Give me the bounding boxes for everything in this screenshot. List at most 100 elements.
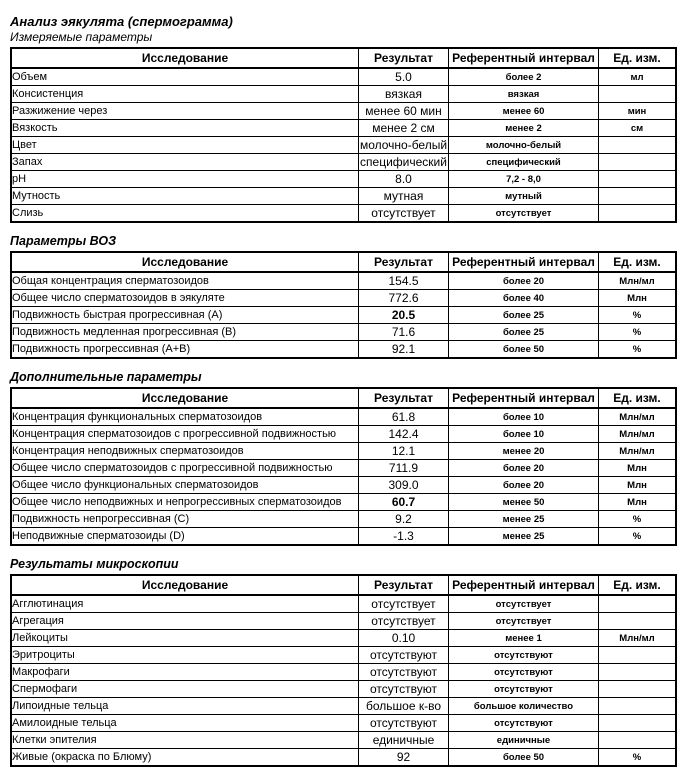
test-name: Лейкоциты	[10, 629, 359, 647]
table-row: Агглютинация отсутствует отсутствует	[10, 594, 677, 613]
test-name: Клетки эпителия	[10, 731, 359, 749]
table-row: Подвижность прогрессивная (A+B) 92.1 бол…	[10, 340, 677, 359]
table-row: Живые (окраска по Блюму) 92 более 50 %	[10, 748, 677, 767]
table-row: Мутность мутная мутный	[10, 187, 677, 205]
test-name: Макрофаги	[10, 663, 359, 681]
column-header-test: Исследование	[10, 387, 359, 409]
test-result: 711.9	[358, 459, 449, 477]
column-header-result: Результат	[358, 47, 449, 69]
table-row: Запах специфический специфический	[10, 153, 677, 171]
test-name: Эритроциты	[10, 646, 359, 664]
test-result: отсутствуют	[358, 680, 449, 698]
table-row: Концентрация функциональных сперматозоид…	[10, 407, 677, 426]
test-reference: более 2	[448, 67, 599, 86]
table-body: Концентрация функциональных сперматозоид…	[10, 407, 677, 546]
test-unit	[598, 594, 677, 613]
test-reference: более 20	[448, 476, 599, 494]
report-section: Результаты микроскопии Исследование Резу…	[10, 557, 693, 767]
test-unit	[598, 697, 677, 715]
test-result: 8.0	[358, 170, 449, 188]
test-result: менее 60 мин	[358, 102, 449, 120]
table-row: Консистенция вязкая вязкая	[10, 85, 677, 103]
table-row: Общая концентрация сперматозоидов 154.5 …	[10, 271, 677, 290]
table-body: Агглютинация отсутствует отсутствует Агр…	[10, 594, 677, 767]
test-name: Живые (окраска по Блюму)	[10, 748, 359, 767]
test-reference: мутный	[448, 187, 599, 205]
column-header-result: Результат	[358, 574, 449, 596]
test-unit: Млн	[598, 476, 677, 494]
results-table: Исследование Результат Референтный интер…	[10, 574, 677, 767]
test-reference: большое количество	[448, 697, 599, 715]
test-unit: Млн/мл	[598, 271, 677, 290]
test-reference: отсутствуют	[448, 646, 599, 664]
test-name: Агрегация	[10, 612, 359, 630]
test-name: Общее число функциональных сперматозоидо…	[10, 476, 359, 494]
table-row: Вязкость менее 2 см менее 2 см	[10, 119, 677, 137]
test-name: Подвижность быстрая прогрессивная (A)	[10, 306, 359, 324]
test-reference: более 25	[448, 306, 599, 324]
test-result: 142.4	[358, 425, 449, 443]
test-unit: см	[598, 119, 677, 137]
test-reference: более 20	[448, 271, 599, 290]
test-name: Общее число неподвижных и непрогрессивны…	[10, 493, 359, 511]
test-unit: %	[598, 323, 677, 341]
column-header-unit: Ед. изм.	[598, 47, 677, 69]
test-name: Спермофаги	[10, 680, 359, 698]
test-reference: молочно-белый	[448, 136, 599, 154]
test-result: 0.10	[358, 629, 449, 647]
test-result: 154.5	[358, 271, 449, 290]
column-header-reference: Референтный интервал	[448, 47, 599, 69]
test-result: 61.8	[358, 407, 449, 426]
results-table: Исследование Результат Референтный интер…	[10, 387, 677, 546]
document-title: Анализ эякулята (спермограмма)	[10, 14, 233, 29]
test-unit	[598, 714, 677, 732]
table-row: Макрофаги отсутствуют отсутствуют	[10, 663, 677, 681]
table-header-row: Исследование Результат Референтный интер…	[10, 251, 677, 273]
test-result: вязкая	[358, 85, 449, 103]
test-unit	[598, 187, 677, 205]
table-row: Концентрация неподвижных сперматозоидов …	[10, 442, 677, 460]
test-name: Липоидные тельца	[10, 697, 359, 715]
test-name: Объем	[10, 67, 359, 86]
table-header-row: Исследование Результат Референтный интер…	[10, 387, 677, 409]
test-reference: менее 25	[448, 510, 599, 528]
table-body: Общая концентрация сперматозоидов 154.5 …	[10, 271, 677, 359]
test-reference: менее 20	[448, 442, 599, 460]
test-unit: мл	[598, 67, 677, 86]
test-unit: Млн	[598, 289, 677, 307]
table-row: pH 8.0 7,2 - 8,0	[10, 170, 677, 188]
test-reference: менее 25	[448, 527, 599, 546]
test-result: менее 2 см	[358, 119, 449, 137]
column-header-result: Результат	[358, 251, 449, 273]
table-row: Неподвижные сперматозоиды (D) -1.3 менее…	[10, 527, 677, 546]
test-unit	[598, 204, 677, 223]
test-reference: специфический	[448, 153, 599, 171]
test-reference: более 10	[448, 407, 599, 426]
test-result: 309.0	[358, 476, 449, 494]
test-result: 12.1	[358, 442, 449, 460]
test-result: 9.2	[358, 510, 449, 528]
test-unit: %	[598, 340, 677, 359]
column-header-test: Исследование	[10, 47, 359, 69]
table-header-row: Исследование Результат Референтный интер…	[10, 574, 677, 596]
test-result: молочно-белый	[358, 136, 449, 154]
test-name: Общее число сперматозоидов в эякуляте	[10, 289, 359, 307]
test-unit	[598, 153, 677, 171]
test-unit	[598, 731, 677, 749]
test-reference: отсутствуют	[448, 714, 599, 732]
column-header-reference: Референтный интервал	[448, 387, 599, 409]
test-unit	[598, 663, 677, 681]
test-result: большое к-во	[358, 697, 449, 715]
test-name: Подвижность прогрессивная (A+B)	[10, 340, 359, 359]
section-title: Параметры ВОЗ	[10, 234, 117, 248]
test-result: отсутствует	[358, 594, 449, 613]
table-row: Липоидные тельца большое к-во большое ко…	[10, 697, 677, 715]
test-unit: %	[598, 527, 677, 546]
test-reference: отсутствует	[448, 594, 599, 613]
test-reference: отсутствуют	[448, 663, 599, 681]
section-title: Измеряемые параметры	[10, 30, 153, 44]
table-row: Спермофаги отсутствуют отсутствуют	[10, 680, 677, 698]
test-result: мутная	[358, 187, 449, 205]
results-table: Исследование Результат Референтный интер…	[10, 251, 677, 359]
